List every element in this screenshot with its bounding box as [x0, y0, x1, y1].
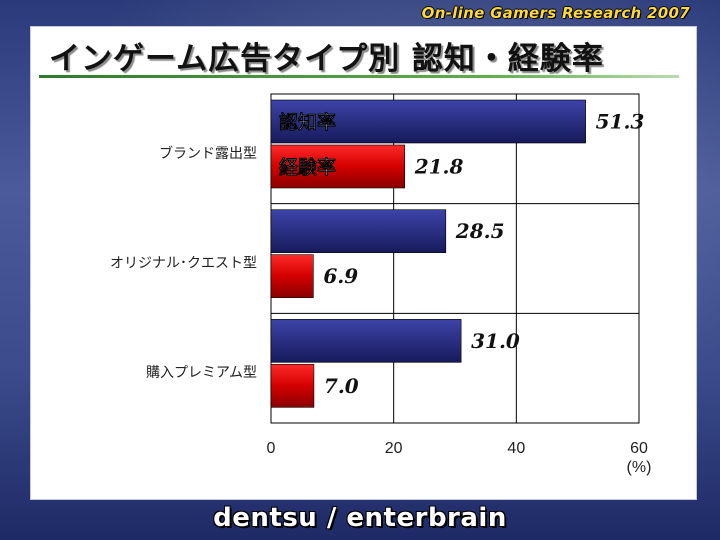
data-label: 31.0	[471, 329, 520, 353]
x-tick-label: 20	[385, 440, 403, 457]
data-label: 28.5	[455, 219, 505, 243]
category-label: ブランド露出型	[159, 145, 257, 162]
x-tick-label: 40	[507, 440, 525, 457]
series-label: 認知率	[279, 111, 336, 134]
labels-layer: 0 20 40 60 (%) ブランド露出型 51.3 認知率 21.8 経験率オリジナル･クエス…	[110, 110, 651, 477]
company-credit: dentsu / enterbrain	[213, 503, 507, 533]
bar-chart: 0 20 40 60 (%) ブランド露出型 51.3 認知率 21.8 経験率オリジナル･クエス…	[110, 93, 651, 477]
bars-layer	[270, 99, 586, 408]
bar-experience	[270, 144, 406, 189]
category-label: オリジナル･クエスト型	[110, 256, 257, 272]
x-tick-label: 60	[630, 440, 648, 457]
bar-experience	[270, 254, 314, 298]
bar-awareness	[270, 319, 462, 363]
x-tick-label: 0	[267, 440, 276, 457]
bar-experience	[270, 364, 315, 408]
series-label: 経験率	[279, 156, 336, 179]
x-unit-label: (%)	[627, 459, 652, 476]
title-underline	[39, 75, 679, 78]
data-label: 21.8	[414, 155, 464, 179]
data-label: 7.0	[324, 374, 359, 398]
data-label: 6.9	[323, 264, 358, 288]
bar-awareness	[270, 99, 586, 144]
slide-title: インゲーム広告タイプ別 認知・経験率	[49, 41, 604, 77]
slide-panel: インゲーム広告タイプ別 認知・経験率 0 20 40 60 (%) ブランド露出型 51.3…	[30, 26, 697, 500]
research-credit: On-line Gamers Research 2007	[421, 4, 690, 22]
category-label: 購入プレミアム型	[146, 365, 257, 381]
data-label: 51.3	[596, 110, 645, 134]
bar-awareness	[270, 209, 447, 253]
